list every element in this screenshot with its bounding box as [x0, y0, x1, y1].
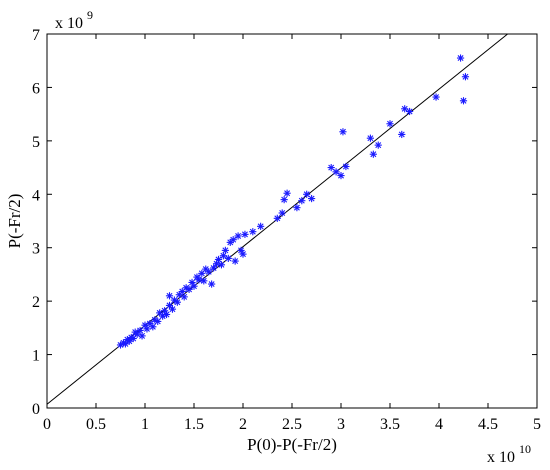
data-point: [283, 189, 291, 197]
y-exponent-label: x 10 9: [55, 8, 93, 32]
data-point: [456, 54, 465, 62]
data-point: [339, 128, 347, 136]
y-exponent-base: x 10: [55, 15, 83, 32]
data-point: [257, 222, 265, 230]
plot-area: [46, 33, 538, 409]
data-point: [165, 292, 174, 300]
data-point: [200, 277, 208, 285]
data-point: [231, 257, 239, 265]
y-exponent-power: 9: [87, 8, 93, 22]
x-tick-label: 4.5: [478, 416, 498, 433]
data-point: [149, 323, 157, 331]
x-exponent-base: x 10: [487, 449, 515, 466]
data-point: [138, 332, 146, 340]
data-point: [185, 285, 193, 293]
data-point: [136, 326, 144, 335]
data-point: [327, 163, 335, 172]
x-tick-label: 3.5: [380, 416, 400, 433]
data-point: [298, 197, 306, 205]
y-tick-label: 2: [32, 294, 40, 311]
data-point: [162, 310, 171, 319]
y-tick-label: 5: [32, 134, 40, 151]
y-tick-label: 0: [32, 401, 40, 418]
data-point: [241, 230, 249, 238]
data-point: [210, 264, 218, 272]
data-point: [369, 150, 377, 158]
y-axis-label: P(-Fr/2): [5, 194, 24, 249]
data-point: [459, 97, 468, 105]
data-point: [249, 228, 257, 236]
data-point: [205, 268, 213, 276]
data-point: [224, 254, 232, 262]
data-point: [190, 282, 198, 290]
data-point: [303, 190, 311, 198]
data-point: [168, 305, 177, 313]
y-tick-label: 3: [32, 241, 40, 258]
x-axis-label: P(0)-P(-Fr/2): [247, 435, 337, 454]
y-tick-label: 7: [32, 27, 40, 44]
data-point: [432, 93, 440, 101]
data-point: [278, 209, 286, 217]
y-tick-label: 4: [32, 187, 40, 204]
y-tick-label: 1: [32, 348, 40, 365]
tick-group: 0 0.5 1 1.5 2 2.5 3 3.5 4 4.5 5 0 1 2 3 4 5 6 7: [32, 27, 541, 433]
x-exponent-label: x 10 10: [487, 442, 531, 466]
x-tick-label: 4: [435, 416, 443, 433]
data-point: [337, 171, 345, 180]
data-point: [165, 301, 174, 310]
data-point: [229, 236, 237, 244]
data-point: [195, 276, 203, 284]
x-tick-label: 1.5: [184, 416, 204, 433]
data-point: [180, 293, 188, 301]
data-point: [234, 232, 242, 240]
data-point: [366, 134, 374, 142]
data-point: [217, 261, 226, 269]
x-tick-label: 0.5: [86, 416, 106, 433]
data-point: [406, 107, 414, 116]
data-point: [308, 194, 316, 203]
data-point: [398, 130, 406, 139]
data-points: [116, 54, 470, 349]
x-tick-label: 3: [337, 416, 345, 433]
data-point: [221, 246, 229, 254]
x-tick-label: 2.5: [282, 416, 302, 433]
data-point: [386, 120, 394, 128]
y-tick-label: 6: [32, 80, 40, 97]
data-point: [239, 250, 247, 258]
data-point: [332, 168, 340, 176]
data-point: [280, 196, 288, 204]
x-tick-label: 2: [239, 416, 247, 433]
data-point: [342, 162, 350, 171]
data-point: [214, 255, 223, 264]
x-tick-label: 0: [43, 416, 51, 433]
x-tick-label: 1: [141, 416, 149, 433]
data-point: [154, 317, 162, 326]
data-point: [293, 204, 301, 212]
data-point: [143, 325, 151, 333]
x-tick-label: 5: [533, 416, 541, 433]
data-point: [461, 73, 470, 81]
data-point: [208, 280, 216, 288]
data-point: [273, 214, 281, 222]
data-point: [374, 141, 382, 149]
x-exponent-power: 10: [519, 442, 531, 456]
data-point: [173, 298, 181, 306]
